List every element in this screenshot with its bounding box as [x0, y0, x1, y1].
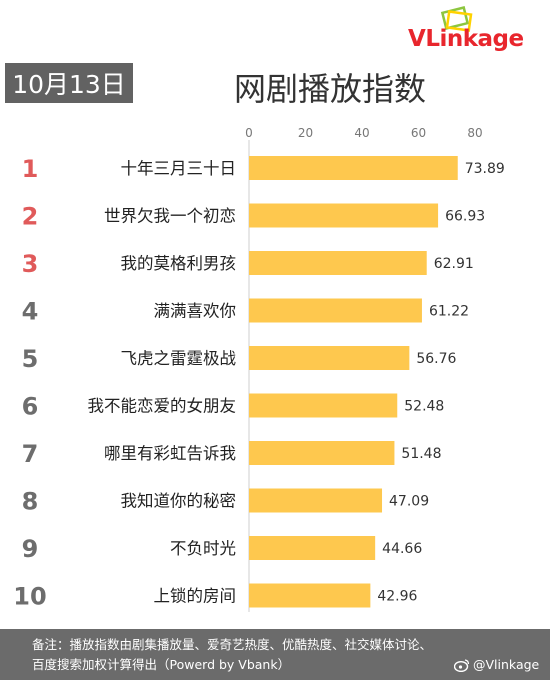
value-label: 44.66 — [382, 541, 422, 557]
x-tick-label: 60 — [411, 126, 426, 140]
rank-number: 10 — [13, 583, 46, 611]
bar-row: 7 哪里有彩虹告诉我 51.48 — [22, 440, 442, 468]
category-label: 我不能恋爱的女朋友 — [88, 396, 237, 416]
bar — [249, 203, 439, 228]
category-label: 满满喜欢你 — [154, 302, 237, 321]
bar-row: 2 世界欠我一个初恋 66.93 — [22, 203, 486, 231]
category-label: 不负时光 — [170, 539, 236, 558]
footnote: 备注：播放指数由剧集播放量、爱奇艺热度、优酷热度、社交媒体讨论、 百度搜索加权计… — [32, 635, 512, 675]
rank-number: 8 — [22, 488, 39, 516]
bar — [249, 298, 422, 323]
bar-row: 10 上锁的房间 42.96 — [13, 583, 417, 611]
bar-row: 5 飞虎之雷霆极战 56.76 — [22, 345, 457, 373]
weibo-watermark: @Vlinkage — [454, 657, 539, 672]
category-label: 飞虎之雷霆极战 — [121, 349, 237, 368]
bar — [249, 251, 427, 275]
category-label: 我知道你的秘密 — [121, 492, 237, 511]
bar-rows: 1 十年三月三十日 73.89 2 世界欠我一个初恋 66.93 3 我的莫格利男孩 62.91… — [13, 155, 505, 611]
x-tick-label: 80 — [467, 126, 482, 140]
footnote-line-2: 百度搜索加权计算得出（Powerd by Vbank） — [32, 657, 291, 672]
footer: 备注：播放指数由剧集播放量、爱奇艺热度、优酷热度、社交媒体讨论、 百度搜索加权计… — [0, 629, 550, 680]
category-label: 我的莫格利男孩 — [121, 254, 237, 273]
x-tick-label: 40 — [354, 126, 369, 140]
bar — [249, 346, 410, 370]
category-label: 十年三月三十日 — [121, 159, 237, 178]
bar-chart: 0 20 40 60 80 1 十年三月三十日 73.89 2 世界欠我一个初恋 66.93 3 我的… — [13, 126, 505, 612]
rank-number: 7 — [22, 440, 39, 468]
rank-number: 9 — [22, 535, 39, 563]
bar — [249, 156, 458, 180]
logo-wordmark: VLinkage — [408, 26, 524, 52]
footnote-line-1: 备注：播放指数由剧集播放量、爱奇艺热度、优酷热度、社交媒体讨论、 — [32, 637, 433, 652]
bar — [249, 393, 398, 418]
x-tick-label: 20 — [298, 126, 313, 140]
weibo-handle: @Vlinkage — [473, 657, 540, 672]
value-label: 56.76 — [416, 351, 456, 367]
chart-title: 网剧播放指数 — [233, 70, 426, 108]
rank-number: 3 — [22, 250, 39, 278]
value-label: 61.22 — [429, 304, 469, 320]
rank-number: 1 — [22, 155, 39, 183]
weibo-icon — [454, 658, 470, 672]
bar-row: 4 满满喜欢你 61.22 — [22, 298, 469, 326]
rank-number: 2 — [22, 203, 39, 231]
bar-row: 1 十年三月三十日 73.89 — [22, 155, 505, 183]
category-label: 世界欠我一个初恋 — [104, 206, 236, 226]
bar-row: 3 我的莫格利男孩 62.91 — [22, 250, 474, 278]
logo-letter-v: V — [408, 26, 426, 52]
bar — [249, 583, 371, 608]
value-label: 66.93 — [445, 209, 485, 225]
date-badge: 10月13日 — [5, 63, 133, 103]
bar — [249, 488, 383, 513]
value-label: 62.91 — [434, 256, 474, 272]
rank-number: 4 — [22, 298, 39, 326]
value-label: 47.09 — [389, 494, 429, 510]
value-label: 51.48 — [401, 446, 441, 462]
value-label: 73.89 — [465, 161, 505, 177]
vlinkage-logo: VLinkage — [404, 4, 544, 54]
value-label: 42.96 — [377, 589, 417, 605]
bar-row: 8 我知道你的秘密 47.09 — [22, 488, 429, 516]
value-label: 52.48 — [404, 399, 444, 415]
bar — [249, 536, 376, 560]
category-label: 哪里有彩虹告诉我 — [104, 444, 236, 463]
bar-row: 6 我不能恋爱的女朋友 52.48 — [22, 393, 445, 421]
bar — [249, 441, 395, 465]
rank-number: 6 — [22, 393, 39, 421]
rank-number: 5 — [22, 345, 39, 373]
logo-frames-icon — [440, 6, 473, 32]
category-label: 上锁的房间 — [154, 587, 237, 606]
x-tick-label: 0 — [245, 126, 253, 140]
logo-letters-rest: Linkage — [425, 26, 524, 52]
bar-row: 9 不负时光 44.66 — [22, 535, 423, 563]
